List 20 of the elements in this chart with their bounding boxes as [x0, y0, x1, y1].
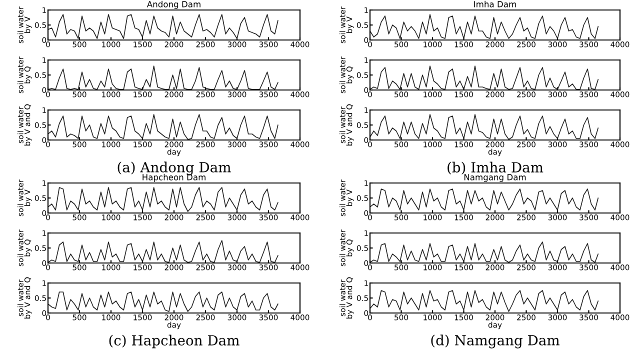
text: (a) Andong Dam	[118, 162, 231, 176]
chart-title: Namgang Dam	[464, 174, 526, 182]
text: (d) Namgang Dam	[431, 334, 560, 348]
chart-title: Hapcheon Dam	[142, 174, 206, 182]
line-series	[370, 114, 599, 140]
text: (c) Hapcheon Dam	[109, 334, 240, 348]
line-series	[370, 290, 599, 312]
line-series	[370, 14, 599, 39]
line-series	[48, 240, 278, 263]
chart-title: Imha Dam	[474, 0, 516, 8]
chart-title: Andong Dam	[146, 0, 200, 9]
text: (b) Imha Dam	[448, 162, 544, 174]
line-series	[48, 66, 278, 90]
line-series	[370, 188, 599, 210]
line-series	[48, 114, 278, 140]
line-series	[370, 66, 599, 90]
line-series	[48, 292, 278, 312]
line-series	[48, 14, 278, 39]
line-series	[48, 187, 278, 212]
line-series	[370, 242, 599, 263]
